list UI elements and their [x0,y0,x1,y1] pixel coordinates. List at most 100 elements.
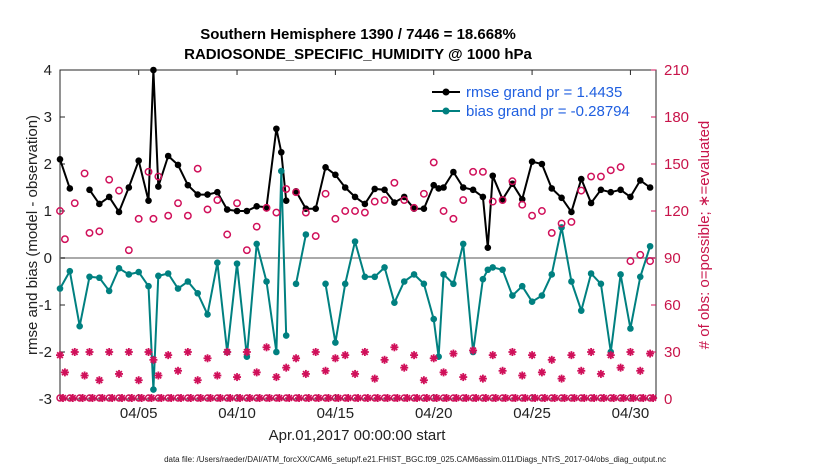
obs-possible-point [518,200,527,209]
rmse-series-line [59,158,71,189]
rmse-point [568,208,575,216]
rmse-point [214,188,221,196]
bias-point [627,325,634,332]
obs-zero-evaluated-point [196,394,205,402]
x-tick-label: 04/10 [218,405,256,422]
obs-zero-evaluated-point [295,394,304,402]
obs-zero-evaluated-point [186,394,195,402]
rmse-point [322,163,329,171]
rmse-point [558,194,565,202]
obs-zero-evaluated-point [491,394,500,402]
obs-evaluated-point [272,373,281,382]
obs-zero-evaluated-point [560,394,569,402]
obs-evaluated-point [301,369,310,378]
obs-evaluated-point [174,366,183,375]
obs-evaluated-point [134,376,143,385]
obs-zero-evaluated-point [137,394,146,402]
obs-possible-point [203,205,212,214]
obs-evaluated-point [488,351,497,360]
bias-point [410,271,418,278]
y2-tick-label: 90 [664,250,681,267]
y-tick-label: -3 [39,391,52,408]
rmse-point [430,181,438,189]
obs-evaluated-point [478,374,487,383]
obs-possible-point [60,235,69,244]
bias-point [587,270,595,277]
bias-point [371,273,379,281]
x-tick-label: 04/30 [612,405,650,422]
bias-point [263,278,270,285]
obs-zero-evaluated-point [324,394,333,402]
obs-evaluated-point [459,373,468,382]
obs-evaluated-point [213,371,222,380]
obs-zero-evaluated-point [226,394,235,402]
obs-possible-point [341,207,350,215]
obs-evaluated-point [292,354,301,363]
bias-point [125,271,133,278]
obs-zero-evaluated-point [206,394,215,402]
obs-evaluated-point [149,355,158,364]
bias-point [518,282,526,290]
bias-point [150,386,157,393]
y2-tick-label: 120 [664,203,689,220]
obs-zero-evaluated-point [403,394,412,402]
y-tick-label: 2 [44,156,52,173]
obs-possible-point [508,177,517,186]
obs-possible-point [449,214,458,223]
bias-point [115,265,123,272]
obs-zero-evaluated-point [452,394,461,402]
obs-zero-evaluated-point [619,394,628,402]
bias-point [597,280,605,288]
rmse-point [150,66,157,74]
obs-zero-evaluated-point [275,394,284,402]
obs-evaluated-point [105,348,114,356]
obs-zero-evaluated-point [68,394,77,402]
bias-point [646,242,654,250]
obs-possible-point [380,196,389,204]
y2-tick-label: 30 [664,344,681,361]
obs-zero-evaluated-point [78,394,87,402]
obs-possible-point [528,211,537,220]
rmse-point [194,191,201,198]
obs-evaluated-point [242,348,251,356]
obs-evaluated-point [528,351,537,360]
obs-zero-evaluated-point [511,394,520,402]
obs-zero-evaluated-point [501,394,510,402]
bias-point [430,315,438,323]
obs-zero-evaluated-point [265,394,274,402]
obs-possible-point [439,207,448,215]
obs-possible-point [70,199,79,208]
obs-zero-evaluated-point [147,394,156,402]
rmse-point [518,195,526,203]
obs-possible-point [577,186,586,195]
bias-point [538,292,546,299]
rmse-point [341,184,349,191]
obs-evaluated-point [115,369,124,378]
obs-possible-point [223,230,232,239]
bias-point [105,287,113,295]
obs-possible-point [459,196,468,204]
rmse-point [115,208,123,216]
obs-evaluated-point [567,351,576,360]
obs-possible-point [567,218,576,226]
obs-evaluated-point [498,366,507,375]
obs-evaluated-point [56,351,64,360]
obs-possible-point [252,222,261,231]
obs-zero-evaluated-point [580,394,589,402]
obs-evaluated-point [144,348,153,356]
bias-point [361,273,369,281]
rmse-point [371,185,379,193]
obs-possible-point [144,167,153,176]
x-tick-label: 04/15 [317,405,355,422]
obs-possible-point [80,169,89,178]
bias-point [302,231,310,238]
obs-zero-evaluated-point [393,394,402,402]
legend-bias-label: bias grand pr = -0.28794 [466,103,630,120]
obs-zero-evaluated-point [639,394,648,402]
obs-evaluated-point [537,368,546,377]
obs-possible-point [331,214,340,223]
obs-evaluated-point [262,343,271,352]
legend-rmse-marker [442,88,450,96]
obs-zero-evaluated-point [521,394,530,402]
obs-evaluated-point [60,368,69,377]
